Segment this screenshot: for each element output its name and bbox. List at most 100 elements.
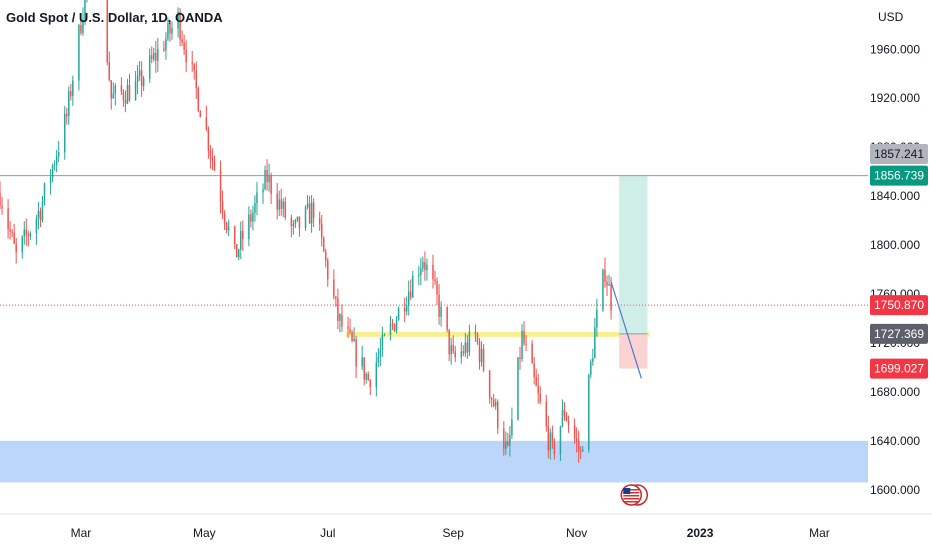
candle-body[interactable]	[266, 169, 268, 182]
candle-body[interactable]	[120, 85, 123, 92]
candle-body[interactable]	[199, 111, 202, 118]
candle-body[interactable]	[207, 128, 210, 151]
candle-body[interactable]	[235, 243, 238, 258]
candle-body[interactable]	[124, 100, 127, 104]
candle-body[interactable]	[547, 426, 550, 451]
candle-body[interactable]	[521, 330, 523, 359]
candle-body[interactable]	[561, 409, 564, 427]
candle-body[interactable]	[25, 229, 28, 235]
candle-body[interactable]	[480, 348, 483, 362]
candle-body[interactable]	[369, 380, 372, 388]
candle-body[interactable]	[488, 370, 491, 399]
candle-body[interactable]	[294, 220, 297, 225]
candle-body[interactable]	[377, 356, 380, 363]
candle-body[interactable]	[318, 218, 321, 224]
candle-body[interactable]	[126, 84, 129, 104]
candle-body[interactable]	[39, 210, 42, 221]
candle-body[interactable]	[335, 296, 337, 299]
candle-body[interactable]	[278, 199, 280, 210]
candle-body[interactable]	[84, 0, 86, 20]
candle-body[interactable]	[403, 307, 406, 312]
candle-body[interactable]	[53, 164, 56, 166]
candle-body[interactable]	[15, 243, 17, 253]
candle-body[interactable]	[492, 399, 495, 407]
candle-body[interactable]	[432, 264, 434, 280]
candle-body[interactable]	[389, 323, 392, 336]
candle-body[interactable]	[80, 25, 82, 34]
candle-body[interactable]	[72, 80, 74, 97]
candle-body[interactable]	[227, 226, 230, 231]
candle-body[interactable]	[233, 226, 236, 244]
candle-body[interactable]	[482, 348, 485, 371]
candle-body[interactable]	[325, 251, 327, 261]
candle-body[interactable]	[250, 214, 252, 222]
candle-body[interactable]	[604, 269, 606, 282]
candle-body[interactable]	[397, 307, 400, 321]
candle-body[interactable]	[66, 113, 68, 117]
candle-body[interactable]	[594, 327, 596, 359]
candle-body[interactable]	[7, 208, 9, 230]
candle-body[interactable]	[333, 279, 335, 297]
candle-body[interactable]	[393, 324, 396, 331]
candle-body[interactable]	[213, 160, 216, 171]
candle-body[interactable]	[365, 373, 367, 380]
candle-body[interactable]	[41, 201, 44, 221]
candle-body[interactable]	[424, 262, 426, 271]
candle-body[interactable]	[531, 343, 533, 364]
candle-body[interactable]	[551, 432, 554, 442]
candle-body[interactable]	[242, 230, 244, 240]
candle-body[interactable]	[448, 329, 450, 355]
candle-body[interactable]	[163, 48, 165, 51]
candle-body[interactable]	[361, 357, 363, 367]
candle-body[interactable]	[395, 320, 398, 331]
candle-body[interactable]	[153, 53, 155, 60]
candle-body[interactable]	[420, 268, 422, 276]
candle-body[interactable]	[367, 373, 369, 381]
candle-body[interactable]	[337, 298, 339, 321]
candle-body[interactable]	[511, 419, 513, 436]
candle-body[interactable]	[298, 216, 301, 229]
candle-body[interactable]	[282, 201, 285, 209]
candle-body[interactable]	[290, 217, 293, 227]
candle-body[interactable]	[590, 361, 592, 376]
candle-body[interactable]	[193, 63, 195, 71]
candle-body[interactable]	[268, 175, 270, 182]
candle-body[interactable]	[240, 230, 242, 250]
candle-body[interactable]	[525, 343, 527, 345]
candle-body[interactable]	[567, 420, 570, 426]
candle-body[interactable]	[306, 203, 309, 208]
candle-body[interactable]	[150, 55, 153, 60]
candle-body[interactable]	[82, 19, 84, 34]
candle-body[interactable]	[608, 284, 610, 286]
candle-body[interactable]	[219, 170, 222, 202]
candle-body[interactable]	[494, 401, 497, 407]
candle-body[interactable]	[565, 415, 568, 421]
candle-body[interactable]	[276, 194, 278, 210]
candle-body[interactable]	[108, 62, 111, 81]
candle-body[interactable]	[509, 435, 511, 446]
candle-body[interactable]	[49, 177, 52, 184]
candle-body[interactable]	[197, 87, 200, 112]
candle-body[interactable]	[462, 351, 465, 354]
candle-body[interactable]	[169, 23, 171, 34]
candle-body[interactable]	[252, 212, 254, 222]
candle-body[interactable]	[496, 401, 499, 429]
price-label-tag[interactable]	[870, 165, 928, 186]
price-axis-panel[interactable]	[868, 0, 932, 550]
candle-body[interactable]	[438, 294, 440, 317]
candle-body[interactable]	[110, 80, 113, 99]
position-target-zone[interactable]	[619, 175, 648, 334]
candle-body[interactable]	[179, 11, 181, 40]
candle-body[interactable]	[209, 150, 212, 157]
candle-body[interactable]	[55, 156, 58, 165]
candle-body[interactable]	[422, 262, 424, 269]
candle-body[interactable]	[256, 192, 258, 204]
candle-body[interactable]	[254, 203, 256, 213]
candle-body[interactable]	[351, 331, 353, 342]
price-label-tag[interactable]	[870, 295, 928, 316]
candle-body[interactable]	[452, 345, 454, 352]
candle-body[interactable]	[517, 357, 519, 420]
candle-body[interactable]	[434, 279, 436, 282]
candle-body[interactable]	[185, 49, 187, 63]
